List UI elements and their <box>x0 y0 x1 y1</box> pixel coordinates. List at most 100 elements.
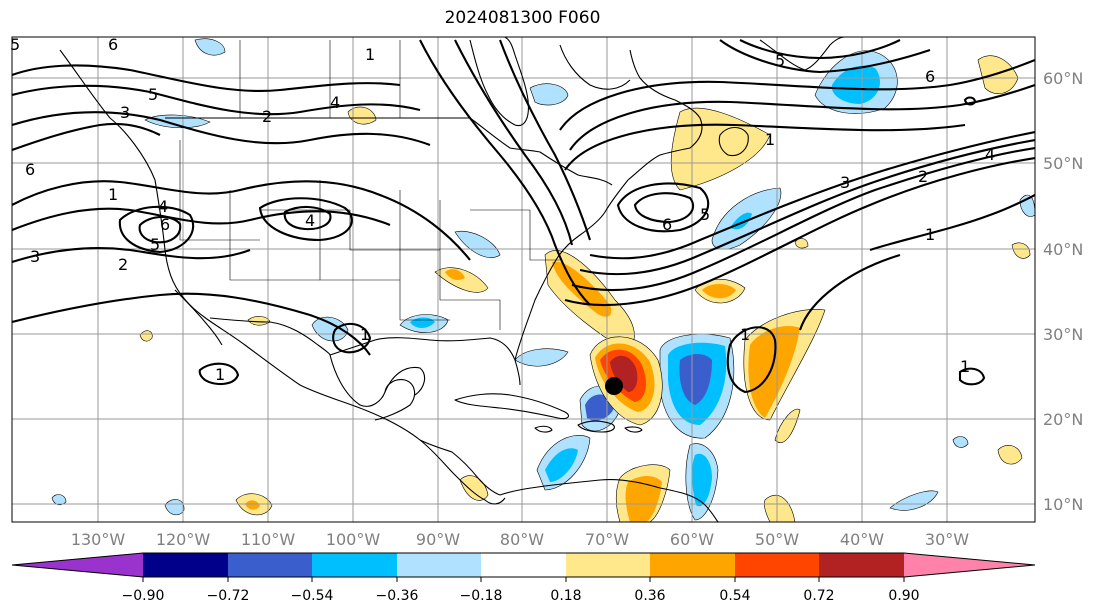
contour-atl-1-loop <box>726 326 777 394</box>
latitude-labels: 60°N 50°N 40°N 30°N 20°N 10°N <box>1043 69 1083 514</box>
contour-label: 1 <box>765 130 775 149</box>
neg-core-greenland <box>831 65 880 104</box>
west-coast <box>59 49 506 505</box>
contour-gulf-1-loop <box>332 322 372 354</box>
neg-core-central-atlantic <box>679 354 712 405</box>
neg-area-canada-hudson <box>529 83 569 106</box>
contour-label: 1 <box>925 225 935 244</box>
colorbar-swatch <box>819 553 904 577</box>
us-canada-border <box>165 117 613 186</box>
colorbar-swatch <box>312 553 397 577</box>
pos-mid-mid-atlantic <box>552 261 612 317</box>
neg-mid-caribbean-w <box>545 448 578 482</box>
contour-west-jet-1 <box>12 180 471 261</box>
contour-ne-pacific-1 <box>12 64 401 93</box>
contour-low-sw-1 <box>118 205 195 254</box>
mexico-gulf-coast <box>329 354 416 421</box>
state-line-6 <box>470 209 560 261</box>
contour-label: 5 <box>10 35 20 54</box>
contour-maritime-low-1 <box>616 182 710 233</box>
pos-mid-midwest <box>445 269 465 280</box>
contour-label: 4 <box>330 93 340 112</box>
lat-label: 60°N <box>1043 69 1083 88</box>
contour-atl-trough-2 <box>571 146 1035 292</box>
contour-label: 2 <box>118 255 128 274</box>
contour-label: 5 <box>148 85 158 104</box>
contour-ridge-east-2 <box>454 39 574 246</box>
contour-north-atl-1 <box>559 59 1035 131</box>
colorbar-swatch <box>566 553 650 577</box>
neg-area-great-lakes <box>454 230 501 258</box>
colorbar-tick: 0.90 <box>888 588 919 604</box>
lat-label: 30°N <box>1043 325 1083 344</box>
colorbar: −0.90 −0.72 −0.54 −0.36 −0.18 0.18 0.36 … <box>11 552 1036 604</box>
colorbar-swatch <box>143 553 228 577</box>
lon-label: 100°W <box>326 530 381 545</box>
contour-label: 5 <box>700 205 710 224</box>
contour-label: 1 <box>108 185 118 204</box>
contour-label: 6 <box>925 67 935 86</box>
colorbar-swatch <box>481 553 566 577</box>
colorbar-tick: −0.72 <box>207 588 250 604</box>
contour-atl-1line-b <box>799 253 901 331</box>
lat-label: 40°N <box>1043 240 1083 259</box>
lon-label: 50°W <box>755 530 799 545</box>
state-line-7 <box>179 140 260 241</box>
state-line-1 <box>229 190 320 281</box>
state-line-4 <box>399 190 450 321</box>
baja-peninsula <box>174 289 223 346</box>
lon-label: 60°W <box>670 530 714 545</box>
contour-north-atl-3 <box>564 123 966 171</box>
contour-label: 6 <box>662 215 672 234</box>
colorbar-swatch <box>650 553 735 577</box>
contour-label: 4 <box>305 211 315 230</box>
contour-label: 1 <box>360 325 370 344</box>
lon-label: 110°W <box>241 530 296 545</box>
puerto-rico <box>624 426 643 433</box>
contour-low-mid-1 <box>258 197 353 242</box>
pos-area-e-40n <box>1011 242 1031 259</box>
pos-darkred-storm-east <box>610 355 638 392</box>
contour-low-mid-2 <box>283 205 332 231</box>
lat-label: 10°N <box>1043 495 1083 514</box>
contour-label: 6 <box>25 160 35 179</box>
colorbar-swatch <box>12 553 143 577</box>
pos-area-canada-maritimes <box>670 107 771 191</box>
contour-label: 3 <box>120 103 130 122</box>
colorbar-tick: −0.36 <box>376 588 419 604</box>
central-america <box>419 439 501 496</box>
neg-mid-caribbean-e <box>692 453 712 507</box>
contour-atl-1line <box>869 194 1035 251</box>
cuba <box>454 393 570 420</box>
pos-area-atlantic-20n <box>774 408 801 443</box>
contour-ne-pacific-2 <box>12 84 421 116</box>
map-frame <box>11 36 1036 523</box>
contour-west-jet-2 <box>12 207 391 231</box>
contour-ridge-east-3 <box>499 39 592 241</box>
contour-1-small-loop <box>963 96 977 106</box>
map-title: 2024081300 F060 <box>444 8 601 28</box>
colorbar-tickmarks <box>142 577 905 582</box>
pos-mid-venezuela <box>625 476 662 522</box>
contour-atl-trough-4 <box>589 130 1035 260</box>
lon-label: 40°W <box>840 530 884 545</box>
contour-low-sw-2 <box>138 215 182 244</box>
newfoundland <box>718 126 749 157</box>
contour-label: 1 <box>740 325 750 344</box>
yucatan <box>384 366 426 396</box>
contour-label: 3 <box>30 247 40 266</box>
weather-map: 6 3 5 2 1 4 6 5 3 2 4 1 4 1 1 6 5 3 2 4 … <box>10 35 1083 545</box>
colorbar-tick: 0.36 <box>634 588 665 604</box>
pos-mid-atlantic-28n <box>748 325 800 418</box>
lat-label: 20°N <box>1043 410 1083 429</box>
contour-label: 4 <box>985 145 995 164</box>
neg-area-east-22n <box>952 436 969 448</box>
lon-label: 90°W <box>416 530 460 545</box>
storm-center-marker <box>605 377 623 395</box>
jamaica <box>534 425 553 433</box>
neg-area-pacific-12n <box>164 499 185 516</box>
neg-area-top-120w <box>194 38 226 56</box>
contour-lines <box>12 39 1035 394</box>
colorbar-tick: −0.90 <box>122 588 165 604</box>
contour-label: 2 <box>262 107 272 126</box>
